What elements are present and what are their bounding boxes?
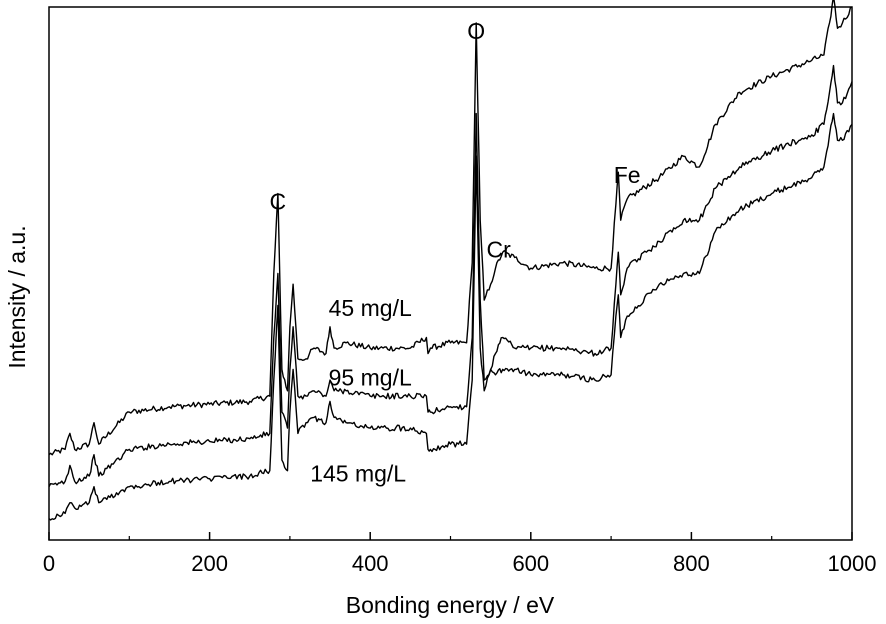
peak-label-o: O [467,18,485,44]
x-tick-label: 800 [673,551,710,576]
peak-label-c: C [270,189,287,215]
y-axis-label: Intensity / a.u. [4,225,30,368]
series-label-3: 145 mg/L [310,460,406,486]
x-axis: 0 200 400 600 800 1000 [43,532,877,576]
peak-label-cr: Cr [487,237,512,263]
x-tick-label: 400 [352,551,389,576]
x-tick-label: 200 [191,551,228,576]
series-label-2: 95 mg/L [329,364,412,390]
series-line-2 [48,64,853,488]
x-tick-label: 0 [43,551,55,576]
peak-label-fe: Fe [614,162,641,188]
x-tick-label: 1000 [828,551,877,576]
annotation-layer: C O Cr Fe 45 mg/L 95 mg/L 145 mg/L [270,18,641,486]
series-layer [48,0,853,521]
plot-frame [48,6,853,541]
series-line-3 [48,112,853,521]
x-tick-label: 600 [512,551,549,576]
series-line-1 [48,0,853,456]
series-label-1: 45 mg/L [329,295,412,321]
x-axis-label: Bonding energy / eV [346,592,555,618]
